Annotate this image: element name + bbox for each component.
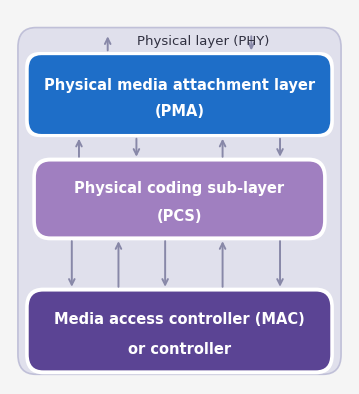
- Text: Physical layer (PHY): Physical layer (PHY): [137, 35, 269, 48]
- Text: Physical media attachment layer: Physical media attachment layer: [44, 78, 315, 93]
- FancyBboxPatch shape: [32, 158, 327, 240]
- FancyBboxPatch shape: [29, 292, 330, 370]
- FancyBboxPatch shape: [18, 28, 341, 374]
- FancyBboxPatch shape: [25, 52, 334, 137]
- FancyBboxPatch shape: [36, 162, 323, 236]
- Text: or controller: or controller: [128, 342, 231, 357]
- Text: Physical coding sub-layer: Physical coding sub-layer: [74, 181, 285, 196]
- FancyBboxPatch shape: [29, 55, 330, 134]
- FancyBboxPatch shape: [25, 288, 334, 374]
- Text: (PMA): (PMA): [154, 104, 205, 119]
- Text: (PCS): (PCS): [157, 210, 202, 225]
- Text: Media access controller (MAC): Media access controller (MAC): [54, 312, 305, 327]
